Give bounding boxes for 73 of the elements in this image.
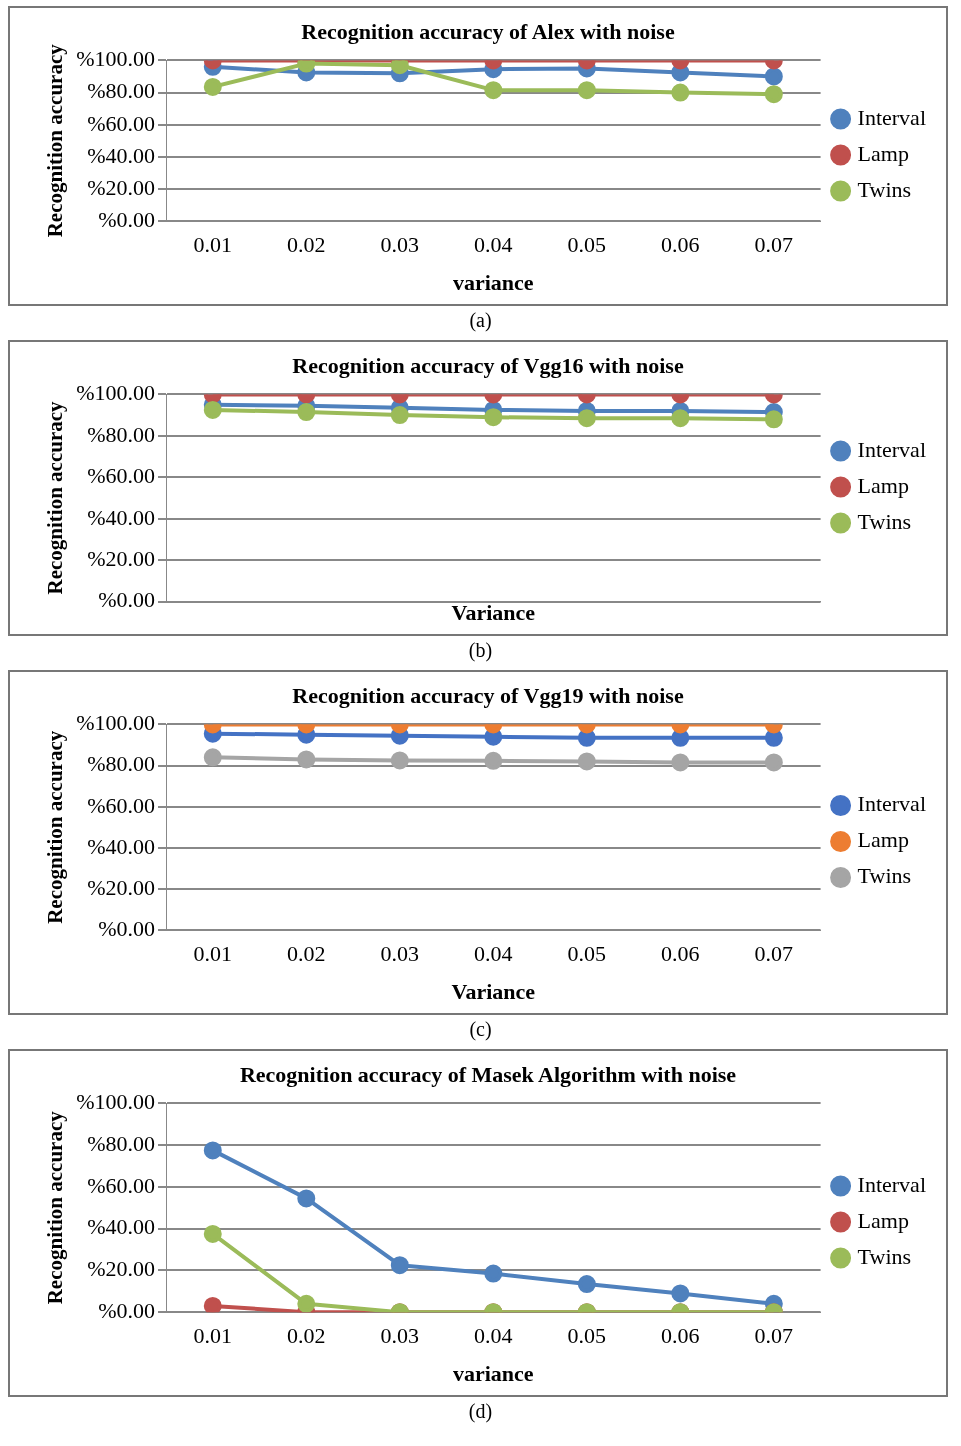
x-tick-label: 0.04	[474, 1323, 513, 1349]
y-tick-label: %80.00	[87, 421, 156, 447]
x-tick-label: 0.02	[287, 1323, 326, 1349]
x-tick-label: 0.07	[754, 1323, 794, 1349]
y-axis-title: Recognition accuracy	[43, 730, 68, 924]
x-tick-label: 0.06	[661, 941, 700, 967]
y-tick-label: %40.00	[87, 504, 156, 530]
x-tick-label: 0.01	[193, 232, 233, 258]
legend-label: Lamp	[857, 827, 909, 853]
x-tick-label: 0.07	[754, 232, 794, 258]
x-tick-label: 0.04	[474, 232, 513, 258]
x-tick-label: 0.03	[380, 232, 420, 258]
legend-label: Twins	[857, 176, 912, 202]
text: (c)	[468, 1017, 493, 1043]
chart-title: Recognition accuracy of Vgg16 with noise	[292, 352, 684, 378]
y-tick-label: %80.00	[87, 78, 156, 104]
x-tick-label: 0.02	[287, 941, 326, 967]
y-tick-label: %20.00	[87, 545, 156, 571]
y-axis-title: Recognition accuracy	[43, 400, 68, 595]
x-tick-label: 0.05	[567, 941, 607, 967]
y-tick-label: %100.00	[76, 380, 156, 406]
y-tick-label: %60.00	[87, 110, 156, 136]
legend-label: Twins	[857, 508, 912, 534]
legend-label: Interval	[857, 436, 926, 462]
text: (d)	[467, 1399, 494, 1425]
legend-label: Interval	[857, 104, 926, 130]
y-tick-label: %60.00	[87, 463, 156, 489]
y-tick-label: %100.00	[76, 1089, 156, 1115]
x-tick-label: 0.04	[474, 941, 513, 967]
x-tick-label: 0.06	[661, 232, 700, 258]
y-tick-label: %100.00	[76, 710, 156, 736]
x-tick-label: 0.05	[567, 232, 607, 258]
legend-label: Interval	[857, 791, 926, 817]
legend-label: Lamp	[857, 140, 909, 166]
y-tick-label: %60.00	[87, 1172, 156, 1198]
y-axis-title: Recognition accuracy	[43, 43, 68, 238]
legend-label: Lamp	[857, 472, 909, 498]
x-tick-label: 0.02	[287, 232, 326, 258]
y-tick-label: %100.00	[76, 46, 156, 72]
y-tick-label: %0.00	[98, 1297, 156, 1323]
y-tick-label: %40.00	[87, 1214, 156, 1240]
x-tick-label: 0.07	[754, 941, 794, 967]
legend-label: Twins	[857, 863, 912, 889]
y-tick-label: %40.00	[87, 142, 156, 168]
x-tick-label: 0.01	[193, 941, 233, 967]
y-axis-title: Recognition accuracy	[43, 1110, 68, 1305]
x-tick-label: 0.06	[661, 1323, 700, 1349]
y-tick-label: %20.00	[87, 174, 156, 200]
x-tick-label: 0.03	[380, 1323, 420, 1349]
y-tick-label: %0.00	[98, 587, 156, 613]
text: (a)	[468, 308, 493, 334]
y-tick-label: %20.00	[87, 874, 156, 900]
y-tick-label: %60.00	[87, 792, 156, 818]
y-tick-label: %80.00	[87, 1130, 156, 1156]
legend-label: Lamp	[857, 1207, 909, 1233]
chart-title: Recognition accuracy of Alex with noise	[301, 18, 675, 44]
y-tick-label: %40.00	[87, 833, 156, 859]
y-tick-label: %80.00	[87, 751, 156, 777]
x-tick-label: 0.01	[193, 1323, 233, 1349]
legend-label: Interval	[857, 1171, 926, 1197]
x-tick-label: 0.03	[380, 941, 420, 967]
chart-title: Recognition accuracy of Masek Algorithm with noise	[239, 1061, 737, 1087]
x-axis-title: variance	[452, 270, 534, 296]
chart-title: Recognition accuracy of Vgg19 with noise	[292, 682, 684, 708]
x-axis-title: Variance	[451, 979, 536, 1005]
y-tick-label: %0.00	[98, 206, 156, 232]
y-tick-label: %20.00	[87, 1256, 156, 1282]
text: (b)	[467, 638, 494, 664]
x-axis-title: variance	[452, 1361, 534, 1387]
legend-label: Twins	[857, 1243, 912, 1269]
y-tick-label: %0.00	[98, 915, 156, 941]
x-axis-title: Variance	[451, 600, 536, 626]
x-tick-label: 0.05	[567, 1323, 607, 1349]
